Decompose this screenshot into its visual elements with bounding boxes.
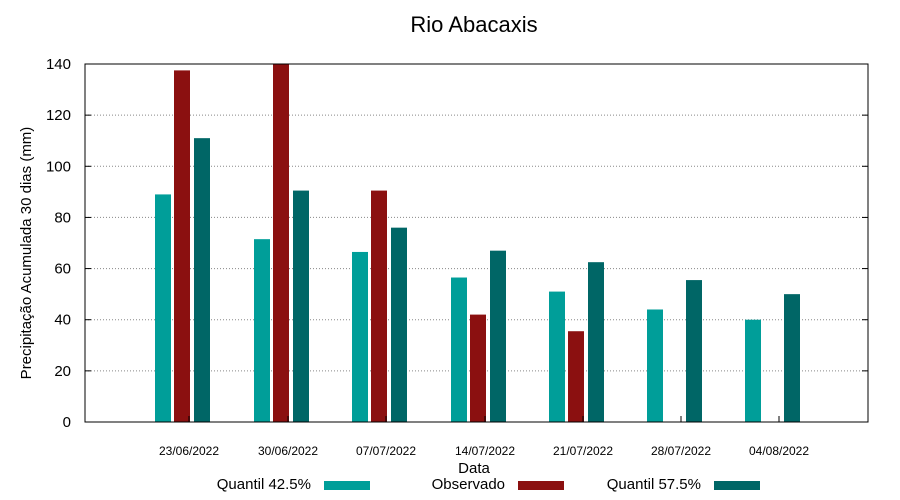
y-tick-label: 100 xyxy=(46,158,71,175)
x-tick-label: 28/07/2022 xyxy=(651,444,711,458)
bar xyxy=(194,138,210,422)
legend-swatch xyxy=(324,481,370,490)
legend-label: Quantil 57.5% xyxy=(607,476,701,493)
bar xyxy=(174,70,190,423)
legend-label: Quantil 42.5% xyxy=(217,476,311,493)
legend: Quantil 42.5% Observado Quantil 57.5% xyxy=(217,476,760,493)
bar xyxy=(293,190,309,422)
x-tick-label: 21/07/2022 xyxy=(553,444,613,458)
x-axis-ticks: 23/06/2022 30/06/2022 07/07/2022 14/07/2022… xyxy=(159,416,809,458)
plot-frame xyxy=(84,63,869,423)
bar xyxy=(352,251,368,422)
bar xyxy=(371,190,387,422)
x-tick-label: 14/07/2022 xyxy=(455,444,515,458)
bar xyxy=(451,277,467,422)
bar xyxy=(588,262,604,422)
bar xyxy=(686,280,702,422)
bar xyxy=(273,64,289,422)
bar xyxy=(490,250,506,422)
y-tick-label: 140 xyxy=(46,56,71,73)
y-tick-label: 120 xyxy=(46,107,71,124)
x-tick-label: 04/08/2022 xyxy=(749,444,809,458)
y-axis-ticks: 0 20 40 60 80 100 120 140 xyxy=(46,56,868,431)
legend-swatch xyxy=(714,481,760,490)
y-tick-label: 80 xyxy=(54,209,71,226)
x-tick-label: 07/07/2022 xyxy=(356,444,416,458)
bar xyxy=(568,331,584,422)
y-tick-label: 20 xyxy=(54,363,71,380)
bar xyxy=(784,294,800,422)
legend-label: Observado xyxy=(432,476,505,493)
bar xyxy=(549,291,565,422)
bar xyxy=(470,314,486,422)
y-tick-label: 0 xyxy=(63,414,71,431)
bar xyxy=(155,194,171,422)
x-tick-label: 30/06/2022 xyxy=(258,444,318,458)
bar xyxy=(647,309,663,422)
bars xyxy=(155,64,800,423)
y-tick-label: 40 xyxy=(54,312,71,329)
bar xyxy=(745,319,761,422)
y-tick-label: 60 xyxy=(54,261,71,278)
chart-title: Rio Abacaxis xyxy=(410,12,537,37)
bar xyxy=(391,227,407,422)
legend-swatch xyxy=(518,481,564,490)
x-tick-label: 23/06/2022 xyxy=(159,444,219,458)
y-axis-label: Precipitação Acumulada 30 dias (mm) xyxy=(18,127,35,380)
x-axis-label: Data xyxy=(458,460,490,477)
bar xyxy=(254,239,270,422)
